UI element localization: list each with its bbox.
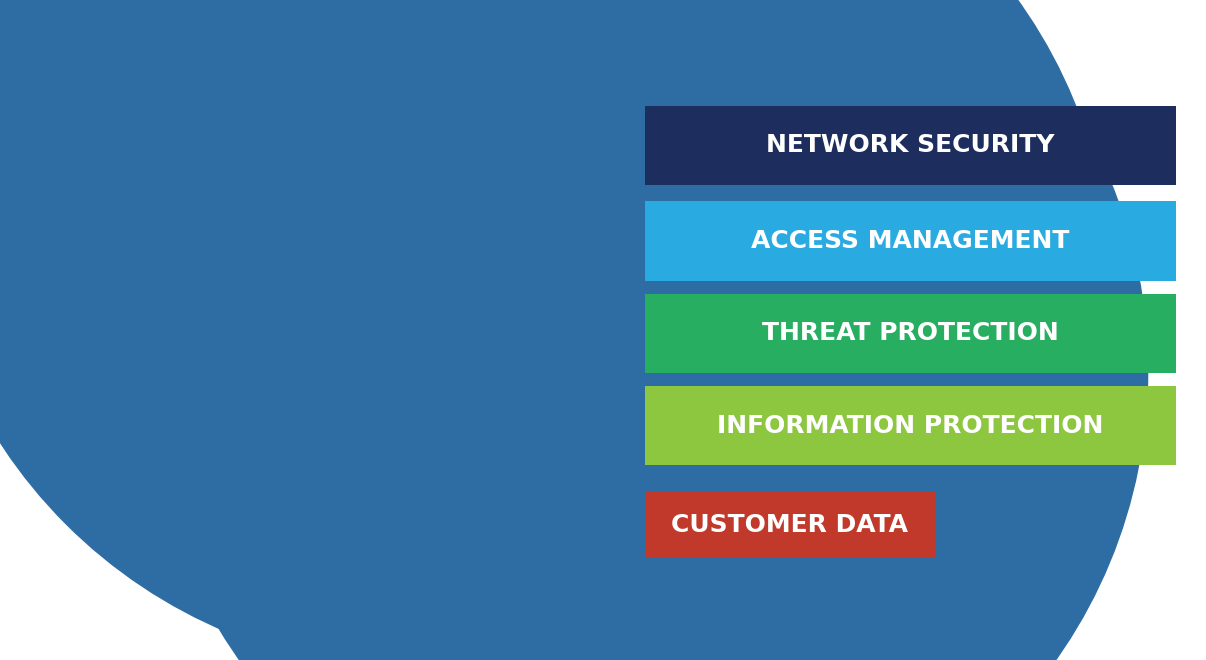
FancyBboxPatch shape [645, 106, 1176, 185]
FancyBboxPatch shape [645, 386, 1176, 465]
Circle shape [147, 0, 1148, 660]
Circle shape [0, 0, 880, 563]
Text: INFORMATION PROTECTION: INFORMATION PROTECTION [718, 414, 1103, 438]
Text: CUSTOMER DATA: CUSTOMER DATA [672, 513, 908, 537]
Text: NETWORK SECURITY: NETWORK SECURITY [766, 133, 1055, 157]
FancyBboxPatch shape [645, 201, 1176, 280]
FancyBboxPatch shape [645, 492, 935, 558]
Text: ACCESS MANAGEMENT: ACCESS MANAGEMENT [751, 229, 1070, 253]
Text: THREAT PROTECTION: THREAT PROTECTION [762, 321, 1059, 345]
FancyBboxPatch shape [645, 294, 1176, 373]
Circle shape [111, 0, 1112, 660]
Circle shape [0, 0, 920, 660]
